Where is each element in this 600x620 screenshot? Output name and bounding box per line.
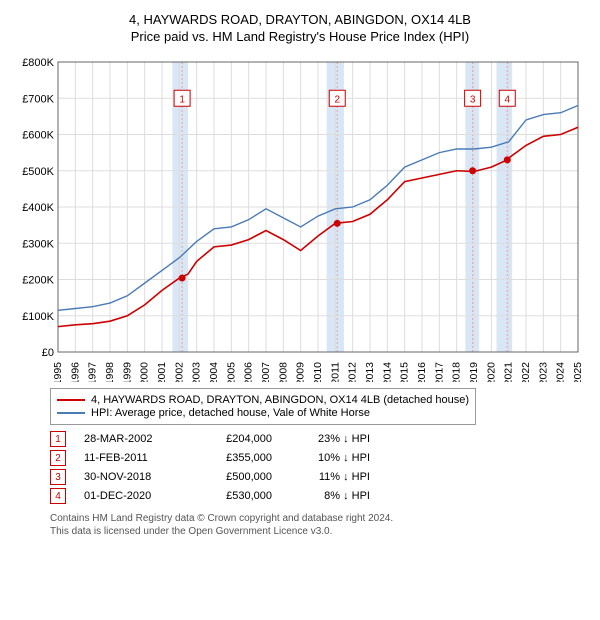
sale-row: 4 01-DEC-2020 £530,000 8% ↓ HPI	[50, 488, 590, 504]
page-title: 4, HAYWARDS ROAD, DRAYTON, ABINGDON, OX1…	[10, 12, 590, 27]
sale-price: £204,000	[202, 433, 272, 445]
svg-text:2018: 2018	[451, 362, 463, 382]
svg-text:2003: 2003	[191, 362, 203, 382]
sale-date: 28-MAR-2002	[84, 433, 184, 445]
page-subtitle: Price paid vs. HM Land Registry's House …	[10, 29, 590, 44]
svg-text:1997: 1997	[87, 362, 99, 382]
svg-text:1998: 1998	[104, 362, 116, 382]
svg-text:£600K: £600K	[22, 130, 54, 142]
svg-text:£200K: £200K	[22, 275, 54, 287]
svg-text:2015: 2015	[399, 362, 411, 382]
svg-text:£700K: £700K	[22, 93, 54, 105]
sale-diff: 23% ↓ HPI	[290, 433, 370, 445]
svg-text:1: 1	[179, 94, 185, 105]
price-chart: £0 £100K £200K £300K £400K £500K £600K £700K £80…	[10, 52, 590, 382]
svg-text:2002: 2002	[173, 362, 185, 382]
sale-price: £530,000	[202, 490, 272, 502]
sales-table: 1 28-MAR-2002 £204,000 23% ↓ HPI 2 11-FEB-201…	[50, 431, 590, 504]
svg-text:1996: 1996	[69, 362, 81, 382]
svg-text:4: 4	[504, 94, 510, 105]
sale-marker: 3	[50, 469, 66, 485]
svg-text:2001: 2001	[156, 362, 168, 382]
svg-text:£400K: £400K	[22, 202, 54, 214]
legend-item: HPI: Average price, detached house, Vale…	[57, 407, 469, 419]
sale-marker: 1	[50, 431, 66, 447]
legend-label: 4, HAYWARDS ROAD, DRAYTON, ABINGDON, OX1…	[91, 394, 469, 406]
svg-text:2006: 2006	[243, 362, 255, 382]
svg-text:£0: £0	[42, 347, 54, 359]
svg-text:£300K: £300K	[22, 238, 54, 250]
footnote: Contains HM Land Registry data © Crown c…	[50, 512, 590, 538]
svg-text:3: 3	[470, 94, 476, 105]
sale-row: 3 30-NOV-2018 £500,000 11% ↓ HPI	[50, 469, 590, 485]
svg-text:1995: 1995	[52, 362, 64, 382]
sale-date: 30-NOV-2018	[84, 471, 184, 483]
sale-row: 1 28-MAR-2002 £204,000 23% ↓ HPI	[50, 431, 590, 447]
svg-text:2008: 2008	[277, 362, 289, 382]
svg-text:2019: 2019	[468, 362, 480, 382]
svg-text:2017: 2017	[433, 362, 445, 382]
sale-diff: 10% ↓ HPI	[290, 452, 370, 464]
footnote-line: This data is licensed under the Open Gov…	[50, 525, 590, 538]
sale-price: £500,000	[202, 471, 272, 483]
svg-text:2023: 2023	[537, 362, 549, 382]
svg-text:2005: 2005	[225, 362, 237, 382]
svg-text:1999: 1999	[121, 362, 133, 382]
legend: 4, HAYWARDS ROAD, DRAYTON, ABINGDON, OX1…	[50, 388, 476, 425]
svg-text:2: 2	[334, 94, 340, 105]
sale-marker: 4	[50, 488, 66, 504]
footnote-line: Contains HM Land Registry data © Crown c…	[50, 512, 590, 525]
svg-text:2025: 2025	[572, 362, 584, 382]
sale-date: 01-DEC-2020	[84, 490, 184, 502]
svg-text:2021: 2021	[503, 362, 515, 382]
legend-swatch	[57, 399, 85, 401]
sale-marker: 2	[50, 450, 66, 466]
svg-text:2010: 2010	[312, 362, 324, 382]
svg-text:2009: 2009	[295, 362, 307, 382]
svg-text:£500K: £500K	[22, 166, 54, 178]
svg-text:2000: 2000	[139, 362, 151, 382]
sale-diff: 11% ↓ HPI	[290, 471, 370, 483]
legend-swatch	[57, 412, 85, 414]
sale-date: 11-FEB-2011	[84, 452, 184, 464]
svg-text:2020: 2020	[485, 362, 497, 382]
svg-text:2014: 2014	[381, 362, 393, 382]
sale-price: £355,000	[202, 452, 272, 464]
sale-row: 2 11-FEB-2011 £355,000 10% ↓ HPI	[50, 450, 590, 466]
svg-text:2004: 2004	[208, 362, 220, 382]
svg-text:2013: 2013	[364, 362, 376, 382]
svg-text:2022: 2022	[520, 362, 532, 382]
sale-diff: 8% ↓ HPI	[290, 490, 370, 502]
svg-text:2016: 2016	[416, 362, 428, 382]
svg-text:2007: 2007	[260, 362, 272, 382]
svg-text:2011: 2011	[329, 362, 341, 382]
legend-label: HPI: Average price, detached house, Vale…	[91, 407, 370, 419]
legend-item: 4, HAYWARDS ROAD, DRAYTON, ABINGDON, OX1…	[57, 394, 469, 406]
svg-text:2024: 2024	[555, 362, 567, 382]
svg-text:£100K: £100K	[22, 311, 54, 323]
svg-text:2012: 2012	[347, 362, 359, 382]
svg-text:£800K: £800K	[22, 57, 54, 69]
